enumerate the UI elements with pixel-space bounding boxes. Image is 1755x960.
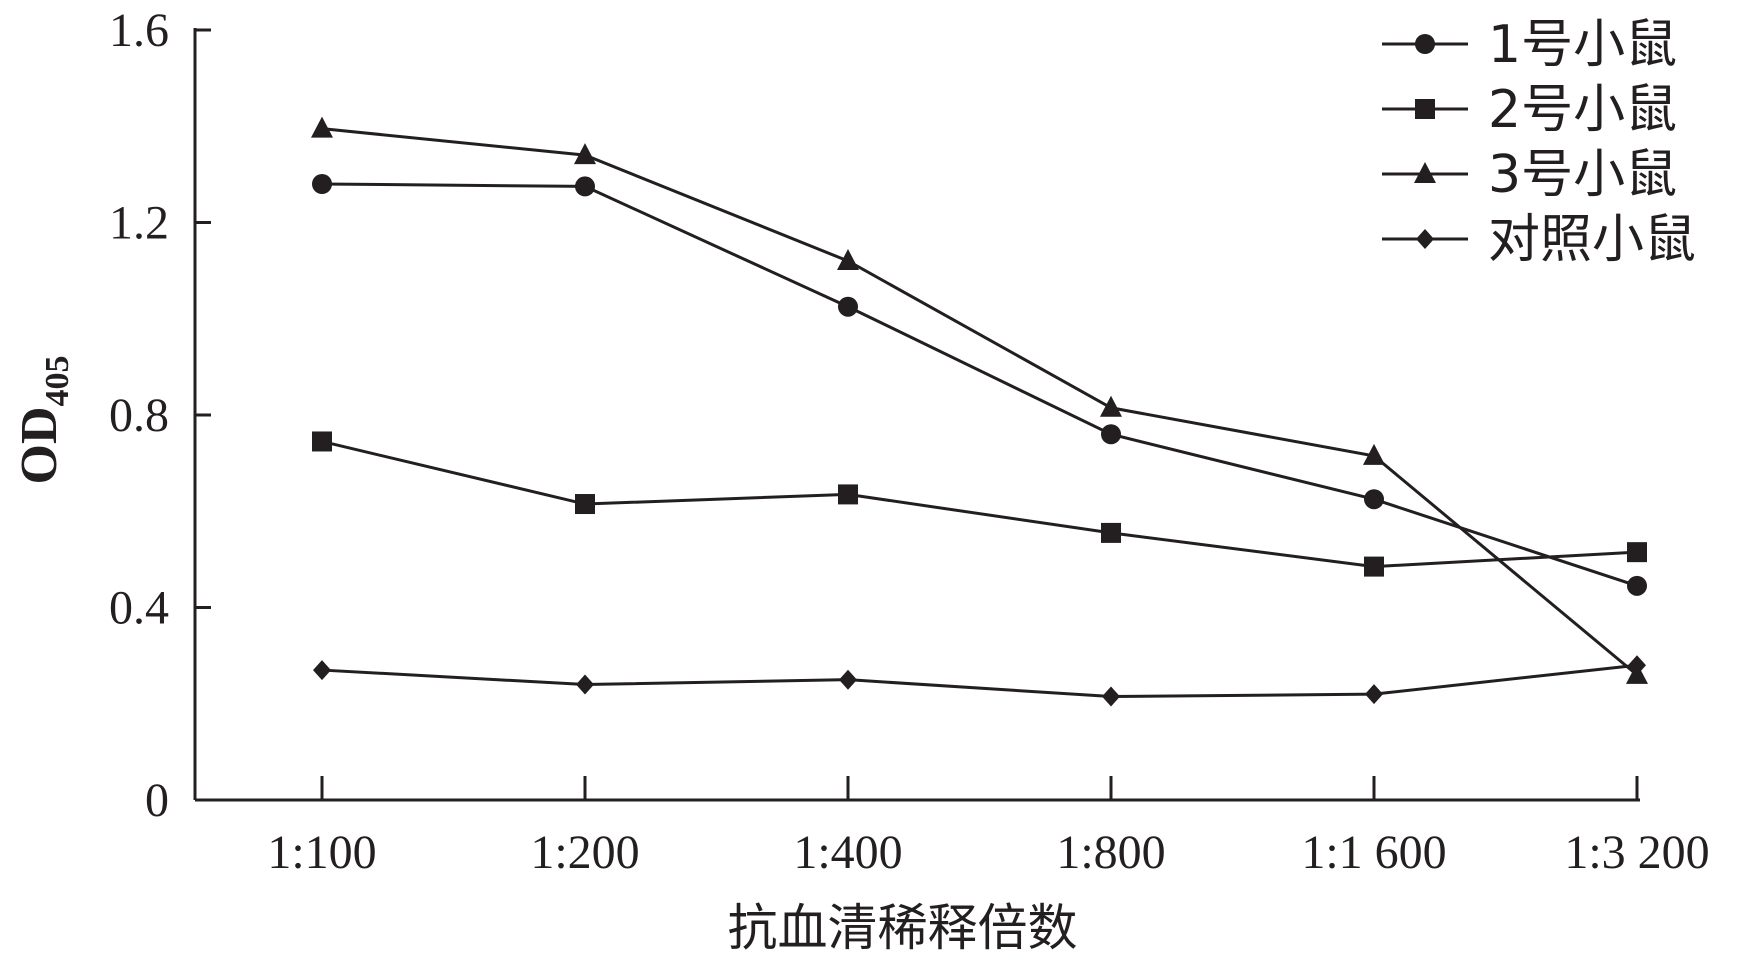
series-3 <box>311 116 1648 684</box>
y-tick-label: 1.6 <box>109 4 169 57</box>
axes: 0 0.4 0.8 1.2 1.6 1:100 1:200 1:400 1:800 1:1 600… <box>11 4 1710 957</box>
data-point-triangle <box>1363 443 1385 465</box>
data-point-diamond <box>1628 655 1646 676</box>
data-point-square <box>1627 542 1647 563</box>
series-line <box>321 440 1638 569</box>
series-group <box>311 116 1648 707</box>
data-point-triangle <box>574 143 596 165</box>
data-point-triangle <box>311 116 333 138</box>
x-tick-label: 1:800 <box>1056 826 1165 879</box>
series-4 <box>313 655 1646 707</box>
series-1 <box>312 174 1647 596</box>
data-point-diamond <box>1365 684 1383 705</box>
x-tick-label: 1:100 <box>267 826 376 879</box>
y-axis-title: OD405 <box>11 356 76 485</box>
legend-label: 1号小鼠 <box>1488 15 1677 75</box>
y-tick-label: 0 <box>145 774 169 827</box>
legend-label: 2号小鼠 <box>1488 80 1677 140</box>
x-axis-title: 抗血清稀释倍数 <box>728 899 1078 957</box>
data-point-square <box>575 494 595 515</box>
data-point-circle <box>1627 575 1647 596</box>
legend-item: 3号小鼠 <box>1382 145 1677 205</box>
legend-marker-circle <box>1415 34 1435 54</box>
y-axis-title-main: OD <box>11 407 68 485</box>
data-point-triangle <box>837 249 859 270</box>
series-2 <box>312 431 1647 577</box>
series-line <box>321 663 1638 699</box>
data-point-square <box>838 484 858 505</box>
y-tick-label: 0.8 <box>109 389 169 442</box>
data-point-circle <box>1101 424 1121 445</box>
legend-label: 3号小鼠 <box>1488 145 1677 205</box>
data-point-triangle <box>1100 395 1122 417</box>
data-point-square <box>1101 522 1121 543</box>
legend-item: 对照小鼠 <box>1382 210 1696 270</box>
legend-marker-diamond <box>1416 229 1434 249</box>
series-line <box>321 127 1638 677</box>
data-point-circle <box>575 176 595 197</box>
data-point-diamond <box>576 674 594 695</box>
data-point-circle <box>838 296 858 317</box>
data-point-circle <box>312 174 332 194</box>
series-line <box>321 182 1638 588</box>
x-tick-label: 1:200 <box>530 826 639 879</box>
legend-item: 2号小鼠 <box>1382 80 1677 140</box>
x-tick-label: 1:1 600 <box>1301 826 1446 879</box>
legend-item: 1号小鼠 <box>1382 15 1677 75</box>
legend-marker-square <box>1415 99 1435 119</box>
data-point-diamond <box>1102 686 1120 707</box>
data-point-square <box>1364 556 1384 577</box>
data-point-square <box>312 431 332 452</box>
y-tick-label: 1.2 <box>109 197 169 250</box>
legend-marker-triangle <box>1414 162 1436 183</box>
x-tick-label: 1:400 <box>793 826 902 879</box>
legend-label: 对照小鼠 <box>1488 210 1696 270</box>
x-tick-label: 1:3 200 <box>1564 826 1709 879</box>
y-tick-label: 0.4 <box>109 582 169 635</box>
data-point-diamond <box>313 660 331 681</box>
data-point-circle <box>1364 489 1384 510</box>
data-point-diamond <box>839 669 857 690</box>
y-axis-title-subscript: 405 <box>39 356 76 407</box>
